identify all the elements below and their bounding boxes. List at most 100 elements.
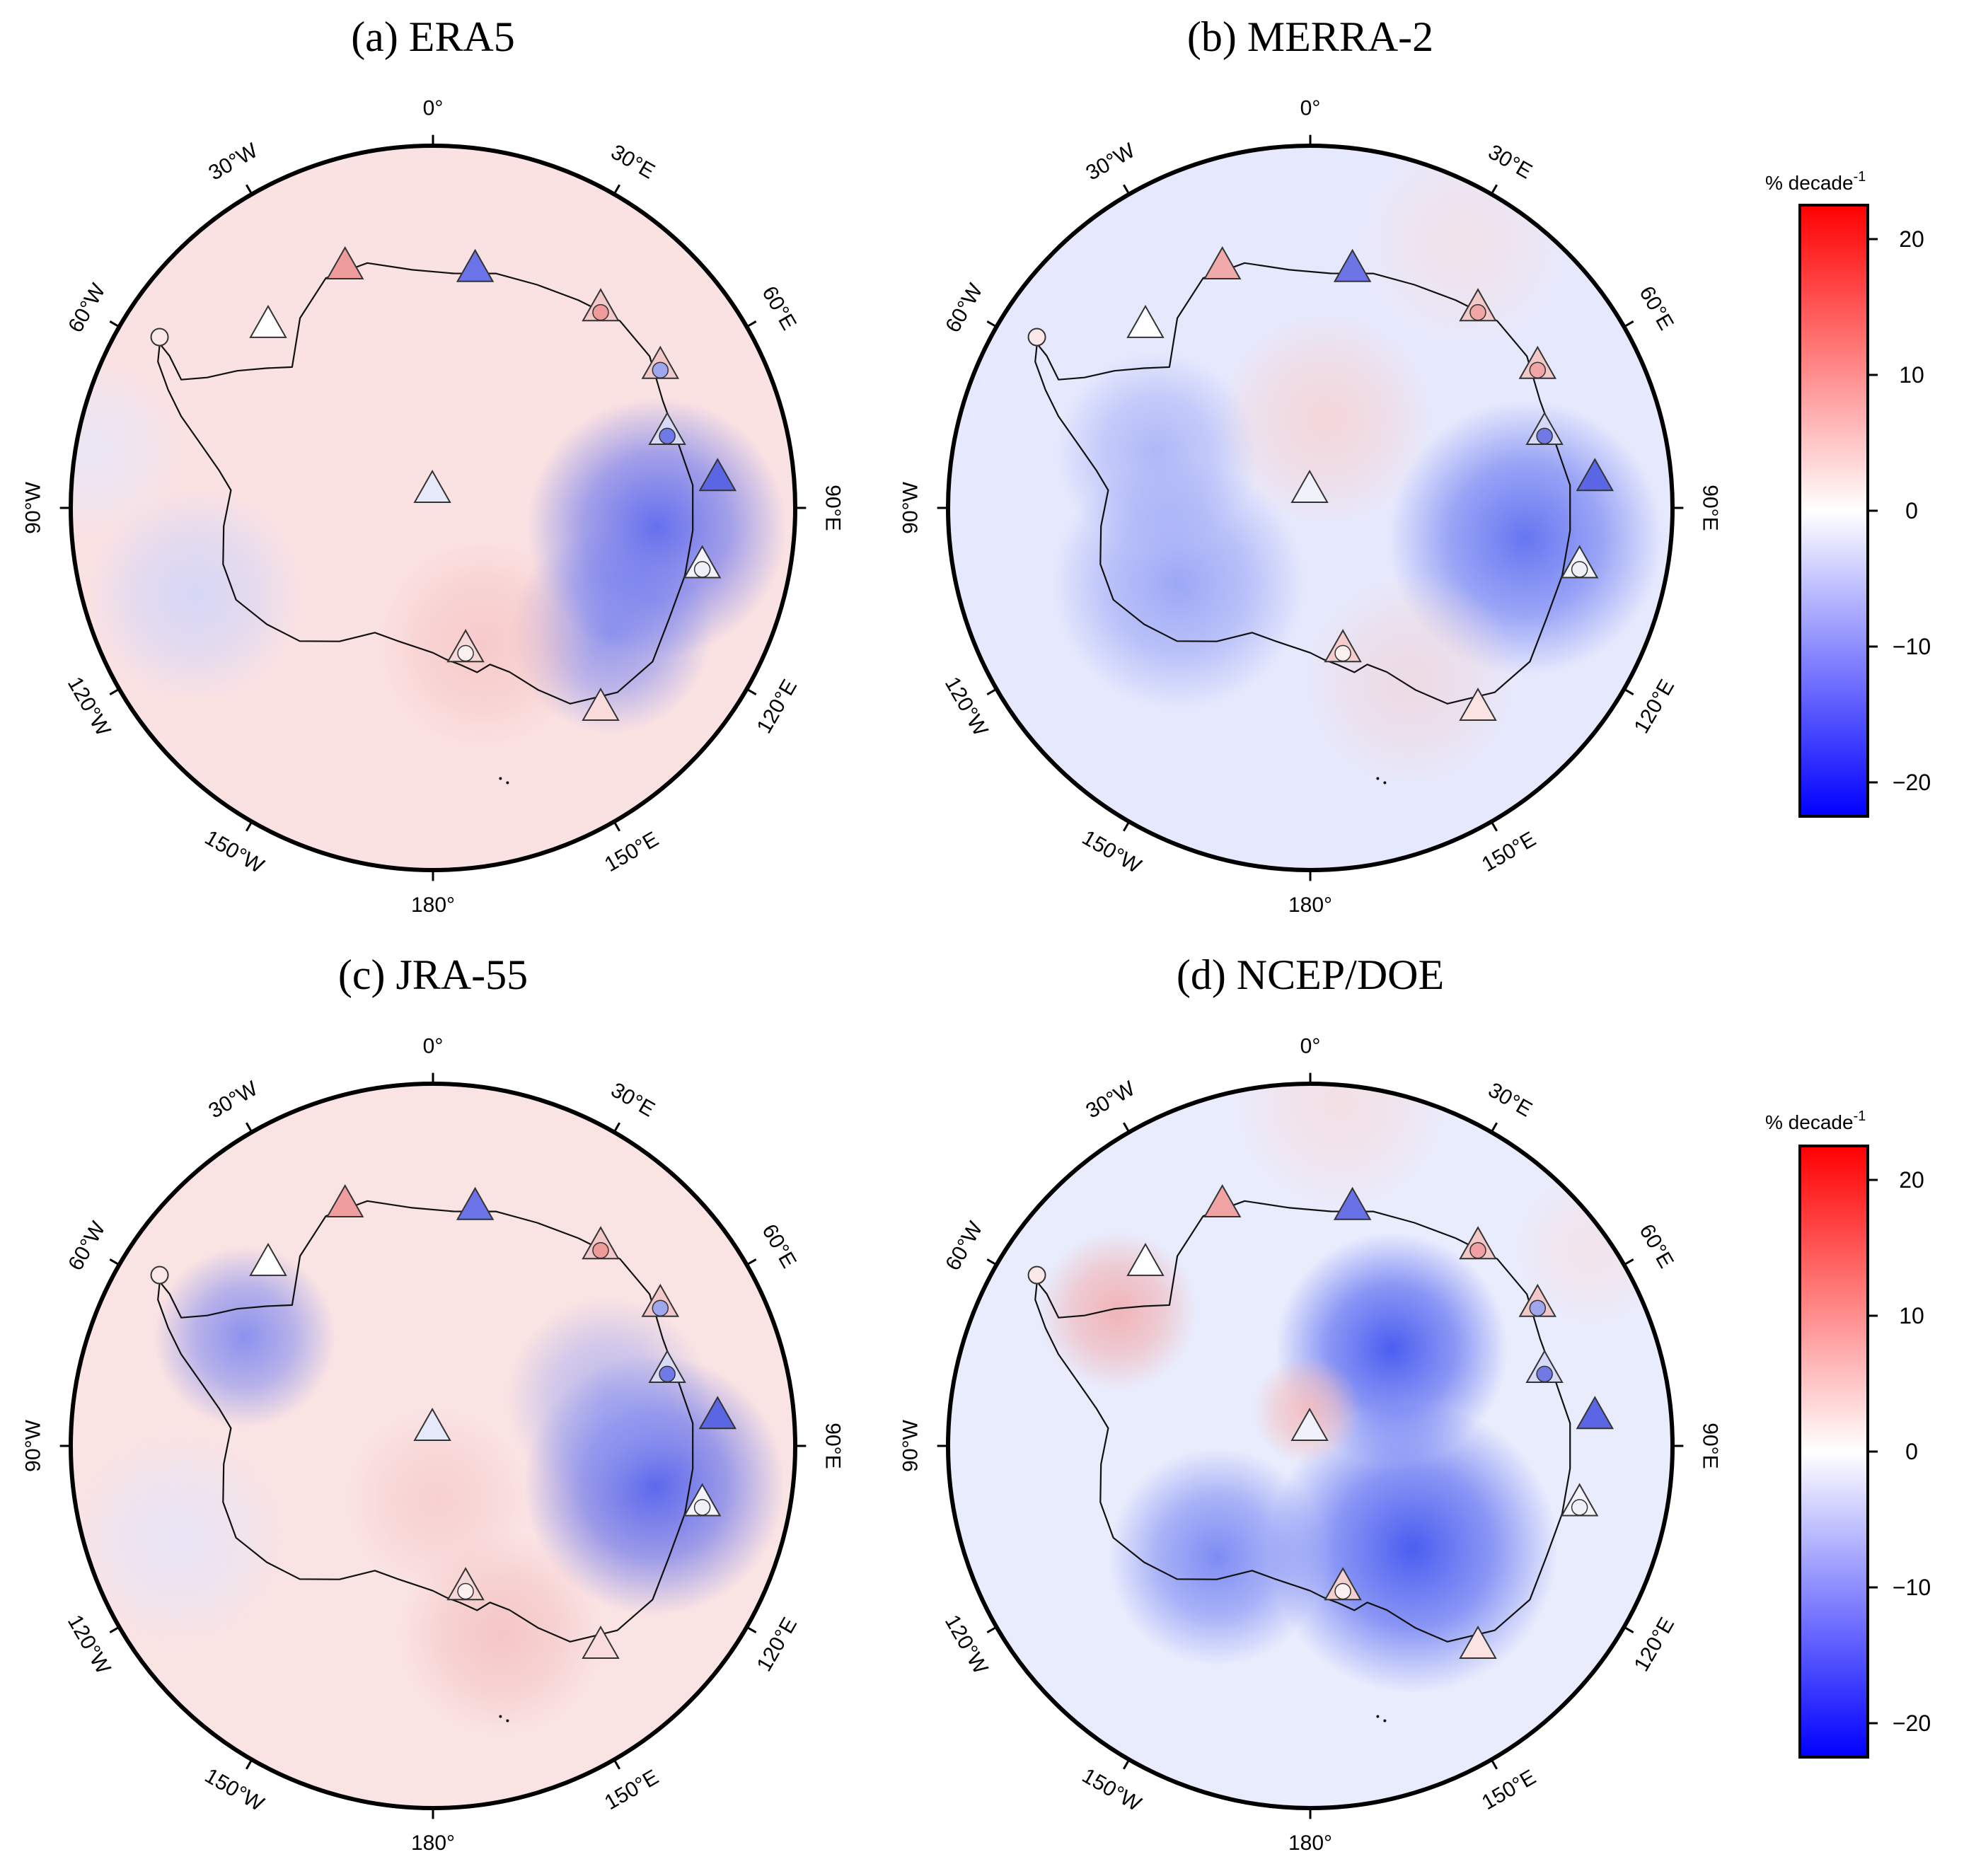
station-triangle	[582, 1625, 620, 1659]
station-circle	[693, 1499, 711, 1516]
longitude-label: 60°W	[941, 279, 988, 337]
colorbar-unit-label: % decade-1	[1765, 169, 1866, 194]
station-triangle	[413, 1407, 451, 1441]
island	[1376, 777, 1380, 780]
station-triangle	[456, 248, 495, 282]
longitude-label: 150°E	[601, 828, 663, 877]
station-triangle	[1203, 245, 1242, 279]
trend-patch	[1252, 1355, 1362, 1464]
map-panel-d: 0° 30°E 60°E 90°E 120°E 150°E 180° 150°W 120°W 90…	[899, 1035, 1722, 1855]
longitude-tick	[986, 688, 998, 695]
longitude-label: 150°W	[201, 1764, 268, 1816]
longitude-tick	[613, 184, 620, 195]
longitude-label: 60°E	[1634, 282, 1677, 334]
longitude-label: 90°W	[22, 481, 45, 533]
trend-patch	[506, 1297, 710, 1501]
longitude-label: 90°W	[899, 1419, 923, 1471]
longitude-label: 30°E	[1484, 140, 1536, 183]
trend-patch	[71, 1430, 287, 1648]
longitude-tick	[613, 1759, 620, 1770]
station-triangle	[582, 687, 620, 721]
longitude-label: 150°W	[201, 826, 268, 878]
longitude-label: 30°W	[1082, 1077, 1139, 1123]
longitude-label: 90°W	[899, 481, 923, 533]
trend-patch	[347, 1409, 528, 1591]
longitude-tick	[746, 1626, 757, 1633]
longitude-label: 150°E	[1478, 828, 1540, 877]
panel-title-b: (b) MERRA-2	[1187, 13, 1433, 60]
longitude-label: 120°E	[1630, 676, 1680, 738]
station-triangle	[1126, 1242, 1165, 1276]
trend-patch	[1217, 310, 1435, 528]
island	[1376, 1715, 1380, 1718]
colorbar-tick-label: 0	[1905, 1439, 1918, 1464]
longitude-tick	[1623, 1626, 1634, 1633]
longitude-label: 30°W	[204, 139, 262, 185]
longitude-tick	[109, 1626, 120, 1633]
longitude-label: 90°E	[1698, 1423, 1721, 1469]
longitude-label: 120°W	[940, 673, 993, 740]
trend-patch	[1231, 1084, 1449, 1212]
longitude-tick	[1490, 1759, 1498, 1770]
longitude-tick	[246, 1759, 253, 1770]
island	[506, 1719, 509, 1722]
station-triangle	[249, 304, 287, 338]
longitude-label: 150°W	[1078, 826, 1145, 878]
longitude-tick	[109, 320, 120, 328]
longitude-tick	[246, 1122, 253, 1133]
station-circle	[1571, 1499, 1588, 1516]
longitude-tick	[746, 1258, 757, 1266]
longitude-label: 120°E	[753, 1614, 802, 1676]
trend-field	[71, 1246, 785, 1735]
island	[499, 777, 502, 780]
station-circle	[1469, 1241, 1486, 1259]
station-triangle	[1333, 1186, 1372, 1220]
longitude-label: 30°W	[1082, 139, 1139, 185]
map-panel-b: 0° 30°E 60°E 90°E 120°E 150°E 180° 150°W 120°W 90…	[899, 97, 1722, 917]
station-circle	[592, 303, 609, 321]
station-circle	[652, 1299, 669, 1316]
trend-patch	[154, 1246, 335, 1428]
station-triangle	[456, 1186, 495, 1220]
station-triangle	[325, 1183, 364, 1217]
island	[1383, 781, 1387, 784]
longitude-label: 120°W	[940, 1611, 993, 1678]
longitude-label: 90°W	[22, 1419, 45, 1471]
colorbar-top: % decade-1 20 10 0 −10 −20	[1765, 169, 1931, 818]
longitude-tick	[1123, 1122, 1131, 1133]
trend-patch	[1037, 1231, 1198, 1391]
trend-patch	[1301, 572, 1519, 789]
longitude-label: 0°	[423, 97, 444, 120]
longitude-label: 60°E	[757, 1220, 800, 1272]
longitude-tick	[109, 688, 120, 695]
station-circle	[1571, 561, 1588, 578]
station-circle	[659, 1365, 676, 1383]
trend-patch	[1108, 1448, 1326, 1666]
station-triangle	[249, 1242, 287, 1276]
longitude-label: 90°E	[821, 485, 844, 531]
trend-patch	[1268, 1403, 1558, 1693]
longitude-label: 180°	[1288, 893, 1332, 917]
colorbar-tick-label: −10	[1893, 634, 1931, 659]
station-circle	[150, 1266, 169, 1285]
longitude-tick	[613, 821, 620, 832]
station-circle	[1529, 1299, 1547, 1316]
station-circle	[693, 561, 711, 578]
colorbar-tick-label: 20	[1899, 1167, 1924, 1193]
longitude-tick	[246, 184, 253, 195]
longitude-tick	[1490, 1122, 1498, 1133]
longitude-tick	[986, 1258, 998, 1266]
station-circle	[652, 361, 669, 378]
trend-field	[71, 357, 787, 753]
colorbar-tick-label: 10	[1899, 362, 1924, 388]
colorbar-tick-label: 20	[1899, 226, 1924, 252]
island	[506, 781, 509, 784]
longitude-label: 150°E	[601, 1766, 663, 1815]
longitude-tick	[746, 688, 757, 695]
trend-field	[1037, 1084, 1673, 1693]
trend-patch	[86, 485, 304, 704]
longitude-tick	[1623, 320, 1634, 328]
longitude-tick	[1123, 821, 1131, 832]
longitude-label: 30°E	[1484, 1078, 1536, 1121]
